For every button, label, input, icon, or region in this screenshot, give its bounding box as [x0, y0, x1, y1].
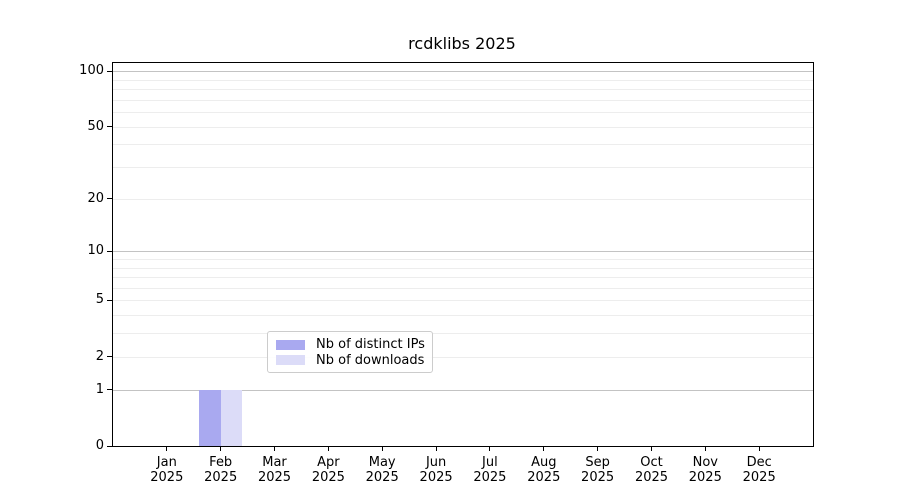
gridline-y-3 [113, 333, 813, 335]
y-tick-label-10: 10 [87, 243, 104, 259]
downloads-swatch-icon [276, 355, 305, 366]
x-tick-may [381, 446, 383, 451]
y-tick-label-0: 0 [95, 438, 104, 453]
y-tick-label-1: 1 [95, 381, 104, 397]
x-tick-label-jun: Jun 2025 [419, 455, 453, 485]
gridline-y-80 [113, 88, 813, 90]
x-tick-nov [704, 446, 706, 451]
y-tick-label-20: 20 [87, 190, 104, 206]
x-tick-label-oct: Oct 2025 [634, 455, 669, 485]
gridline-y-2 [113, 356, 813, 358]
x-tick-jan [166, 446, 168, 451]
bar-feb-series1 [220, 389, 243, 446]
gridline-y-4 [113, 315, 813, 317]
gridline-y-7 [113, 277, 813, 278]
x-tick-sep [597, 446, 599, 451]
gridline-y-1 [113, 389, 813, 391]
x-tick-feb [220, 446, 222, 451]
chart-title: rcdklibs 2025 [408, 34, 516, 53]
x-tick-label-feb: Feb 2025 [204, 455, 238, 485]
x-tick-dec [758, 446, 760, 451]
gridline-y-20 [113, 198, 813, 200]
legend-item-downloads: Nb of downloads [276, 353, 424, 369]
y-tick-label-2: 2 [95, 348, 104, 364]
gridline-y-10 [113, 251, 813, 253]
y-tick-2 [107, 356, 112, 358]
gridline-y-70 [113, 99, 813, 101]
x-tick-mar [274, 446, 275, 451]
distinct-ips-swatch-icon [276, 339, 305, 350]
legend: Nb of distinct IPs Nb of downloads [267, 331, 433, 373]
x-tick-label-may: May 2025 [365, 455, 399, 485]
y-tick-50 [107, 126, 112, 127]
gridline-y-60 [113, 112, 813, 113]
x-tick-label-apr: Apr 2025 [311, 455, 345, 485]
gridline-y-50 [113, 126, 813, 128]
y-tick-20 [107, 198, 112, 200]
legend-label-distinct-ips: Nb of distinct IPs [316, 337, 425, 353]
y-tick-label-50: 50 [87, 118, 104, 134]
x-tick-label-jul: Jul 2025 [473, 455, 507, 485]
gridline-y-5 [113, 300, 813, 302]
gridline-y-8 [113, 267, 813, 269]
y-tick-0 [107, 445, 112, 447]
y-tick-100 [107, 70, 112, 72]
legend-item-distinct-ips: Nb of distinct IPs [276, 337, 425, 353]
x-tick-jul [489, 446, 491, 451]
y-tick-5 [107, 299, 112, 301]
legend-label-downloads: Nb of downloads [316, 352, 425, 368]
x-tick-aug [543, 446, 545, 451]
x-tick-label-nov: Nov 2025 [688, 455, 722, 485]
x-tick-label-jan: Jan 2025 [150, 455, 184, 485]
x-tick-jun [435, 446, 437, 451]
bar-feb-series0 [199, 389, 221, 446]
gridline-y-30 [113, 167, 813, 168]
x-tick-oct [651, 446, 652, 451]
gridline-y-40 [113, 144, 813, 146]
x-tick-label-mar: Mar 2025 [257, 455, 292, 485]
gridline-y-90 [113, 79, 813, 81]
y-tick-label-5: 5 [95, 292, 104, 308]
gridline-y-9 [113, 258, 813, 260]
gridline-y-6 [113, 287, 813, 289]
x-tick-apr [327, 446, 329, 451]
x-tick-label-aug: Aug 2025 [527, 455, 561, 485]
y-tick-1 [107, 389, 112, 391]
x-tick-label-sep: Sep 2025 [581, 455, 615, 485]
x-tick-label-dec: Dec 2025 [742, 455, 776, 485]
y-tick-10 [107, 250, 112, 252]
plot-area: 0 1 2 5 10 20 50 100 Jan 2025 Feb 2025 Mar 2025 Apr 202… [79, 62, 814, 485]
gridline-y-100 [113, 71, 813, 72]
y-tick-label-100: 100 [79, 63, 104, 78]
